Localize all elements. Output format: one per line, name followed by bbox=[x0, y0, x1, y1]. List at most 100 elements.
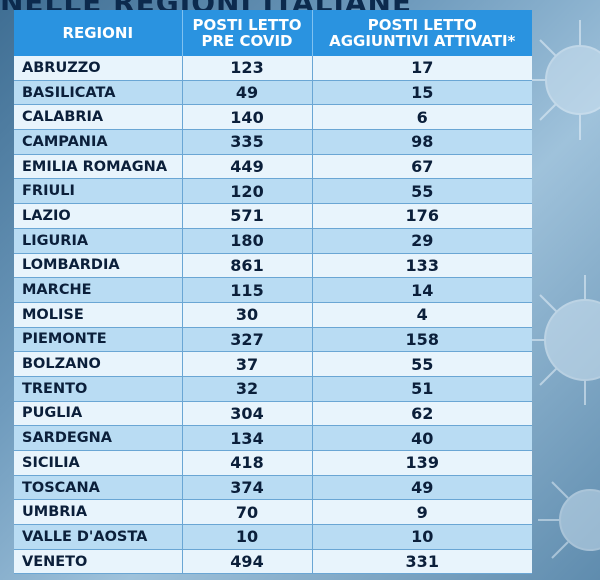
region-cell: CAMPANIA bbox=[14, 129, 183, 155]
table-row: EMILIA ROMAGNA 449 67 bbox=[14, 154, 532, 180]
table-row: BOLZANO 37 55 bbox=[14, 351, 532, 377]
virus-icon bbox=[538, 481, 600, 559]
region-cell: ABRUZZO bbox=[14, 56, 183, 81]
added-beds-cell: 6 bbox=[312, 104, 532, 131]
pre-covid-cell: 70 bbox=[182, 499, 313, 526]
beds-table-container: REGIONI POSTI LETTO PRE COVID POSTI LETT… bbox=[14, 10, 532, 575]
added-beds-cell: 51 bbox=[312, 376, 532, 402]
pre-covid-cell: 335 bbox=[182, 129, 313, 155]
added-beds-cell: 49 bbox=[312, 475, 532, 501]
region-cell: MOLISE bbox=[14, 302, 183, 328]
virus-icon bbox=[520, 275, 600, 405]
pre-covid-cell: 120 bbox=[182, 178, 313, 205]
table-row: MARCHE 115 14 bbox=[14, 277, 532, 303]
pre-covid-cell: 374 bbox=[182, 475, 313, 501]
page-title: NELLE REGIONI ITALIANE bbox=[0, 0, 600, 10]
table-row: BASILICATA 49 15 bbox=[14, 80, 532, 106]
pre-covid-cell: 140 bbox=[182, 104, 313, 131]
added-beds-cell: 17 bbox=[312, 56, 532, 81]
region-cell: LIGURIA bbox=[14, 228, 183, 254]
table-row: ABRUZZO 123 17 bbox=[14, 56, 532, 81]
table-row: PIEMONTE 327 158 bbox=[14, 327, 532, 353]
table-row: FRIULI 120 55 bbox=[14, 178, 532, 205]
table-row: TRENTO 32 51 bbox=[14, 376, 532, 402]
region-cell: FRIULI bbox=[14, 178, 183, 205]
table-row: CAMPANIA 335 98 bbox=[14, 129, 532, 155]
added-beds-cell: 176 bbox=[312, 203, 532, 229]
table-row: VENETO 494 331 bbox=[14, 549, 532, 575]
table-body: ABRUZZO 123 17 BASILICATA 49 15 CALABRIA 140 6 CA… bbox=[14, 56, 532, 575]
region-cell: VENETO bbox=[14, 549, 183, 575]
table-row: CALABRIA 140 6 bbox=[14, 104, 532, 131]
added-beds-cell: 15 bbox=[312, 80, 532, 106]
pre-covid-cell: 180 bbox=[182, 228, 313, 254]
pre-covid-cell: 32 bbox=[182, 376, 313, 402]
region-cell: SICILIA bbox=[14, 450, 183, 476]
pre-covid-cell: 494 bbox=[182, 549, 313, 575]
table-row: MOLISE 30 4 bbox=[14, 302, 532, 328]
region-cell: TOSCANA bbox=[14, 475, 183, 501]
added-beds-cell: 67 bbox=[312, 154, 532, 180]
pre-covid-cell: 861 bbox=[182, 253, 313, 279]
region-cell: EMILIA ROMAGNA bbox=[14, 154, 183, 180]
table-row: VALLE D'AOSTA 10 10 bbox=[14, 524, 532, 550]
pre-covid-cell: 418 bbox=[182, 450, 313, 476]
table-row: UMBRIA 70 9 bbox=[14, 499, 532, 526]
beds-table: REGIONI POSTI LETTO PRE COVID POSTI LETT… bbox=[14, 10, 532, 575]
added-beds-cell: 133 bbox=[312, 253, 532, 279]
header-added: POSTI LETTO AGGIUNTIVI ATTIVATI* bbox=[312, 10, 532, 56]
region-cell: MARCHE bbox=[14, 277, 183, 303]
pre-covid-cell: 115 bbox=[182, 277, 313, 303]
added-beds-cell: 158 bbox=[312, 327, 532, 353]
region-cell: VALLE D'AOSTA bbox=[14, 524, 183, 550]
pre-covid-cell: 49 bbox=[182, 80, 313, 106]
table-row: SARDEGNA 134 40 bbox=[14, 425, 532, 451]
region-cell: BASILICATA bbox=[14, 80, 183, 106]
added-beds-cell: 55 bbox=[312, 178, 532, 205]
added-beds-cell: 29 bbox=[312, 228, 532, 254]
added-beds-cell: 139 bbox=[312, 450, 532, 476]
header-pre-covid-line2: PRE COVID bbox=[201, 32, 293, 50]
added-beds-cell: 40 bbox=[312, 425, 532, 451]
added-beds-cell: 331 bbox=[312, 549, 532, 575]
pre-covid-cell: 123 bbox=[182, 56, 313, 81]
table-header-row: REGIONI POSTI LETTO PRE COVID POSTI LETT… bbox=[14, 10, 532, 56]
header-added-line1: POSTI LETTO bbox=[367, 16, 477, 34]
region-cell: TRENTO bbox=[14, 376, 183, 402]
pre-covid-cell: 571 bbox=[182, 203, 313, 229]
added-beds-cell: 62 bbox=[312, 401, 532, 427]
added-beds-cell: 98 bbox=[312, 129, 532, 155]
pre-covid-cell: 30 bbox=[182, 302, 313, 328]
header-added-line2: AGGIUNTIVI ATTIVATI* bbox=[329, 32, 516, 50]
region-cell: SARDEGNA bbox=[14, 425, 183, 451]
pre-covid-cell: 10 bbox=[182, 524, 313, 550]
header-pre-covid-line1: POSTI LETTO bbox=[192, 16, 302, 34]
region-cell: CALABRIA bbox=[14, 104, 183, 131]
header-pre-covid: POSTI LETTO PRE COVID bbox=[182, 10, 313, 56]
pre-covid-cell: 449 bbox=[182, 154, 313, 180]
table-row: LAZIO 571 176 bbox=[14, 203, 532, 229]
table-row: SICILIA 418 139 bbox=[14, 450, 532, 476]
pre-covid-cell: 37 bbox=[182, 351, 313, 377]
pre-covid-cell: 304 bbox=[182, 401, 313, 427]
region-cell: PIEMONTE bbox=[14, 327, 183, 353]
added-beds-cell: 14 bbox=[312, 277, 532, 303]
region-cell: UMBRIA bbox=[14, 499, 183, 526]
region-cell: BOLZANO bbox=[14, 351, 183, 377]
pre-covid-cell: 327 bbox=[182, 327, 313, 353]
region-cell: PUGLIA bbox=[14, 401, 183, 427]
added-beds-cell: 55 bbox=[312, 351, 532, 377]
table-row: LOMBARDIA 861 133 bbox=[14, 253, 532, 279]
table-row: TOSCANA 374 49 bbox=[14, 475, 532, 501]
table-row: LIGURIA 180 29 bbox=[14, 228, 532, 254]
added-beds-cell: 4 bbox=[312, 302, 532, 328]
added-beds-cell: 9 bbox=[312, 499, 532, 526]
virus-icon bbox=[525, 20, 600, 140]
region-cell: LAZIO bbox=[14, 203, 183, 229]
pre-covid-cell: 134 bbox=[182, 425, 313, 451]
added-beds-cell: 10 bbox=[312, 524, 532, 550]
header-region: REGIONI bbox=[14, 10, 183, 56]
table-row: PUGLIA 304 62 bbox=[14, 401, 532, 427]
region-cell: LOMBARDIA bbox=[14, 253, 183, 279]
